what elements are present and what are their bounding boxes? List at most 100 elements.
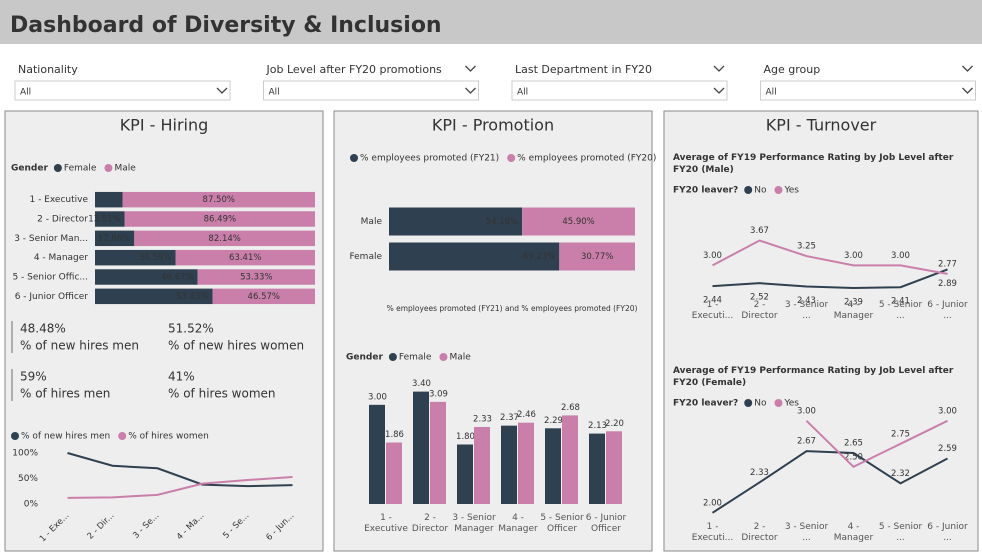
category-label: 3 - Senior ... [784, 300, 829, 321]
category-label: 1 - Executi... [691, 300, 734, 321]
filter-dropdown[interactable] [511, 80, 728, 101]
line [805, 419, 948, 469]
panel [663, 110, 979, 552]
category-label: 6 - Junior Officer [15, 292, 89, 302]
header-bar [0, 0, 982, 44]
filter-label: Last Department in FY20 [515, 63, 652, 76]
bar [386, 442, 402, 504]
bar [589, 433, 605, 504]
category-label: 1 - Executive [29, 195, 88, 205]
data-label: 2.65 [844, 439, 863, 449]
panel-title: KPI - Hiring [120, 116, 209, 135]
data-label: 45.90% [562, 217, 594, 227]
legend-title: FY20 leaver? [673, 399, 738, 409]
data-label: 53.43% [176, 292, 208, 302]
data-label: 2.33 [750, 468, 769, 478]
category-label: 6 - Junior ... [927, 300, 968, 321]
category-label: 5 - Senior Offic... [12, 273, 88, 283]
bar [457, 444, 473, 504]
line [712, 268, 948, 289]
dropdown-chevron [713, 65, 725, 72]
data-label: 3.00 [797, 406, 816, 416]
data-label: 3.25 [797, 242, 816, 252]
legend-marker [350, 154, 358, 162]
dropdown-chevron [962, 87, 973, 94]
dropdown-chevron [465, 65, 476, 72]
bar-segment [389, 207, 523, 236]
bar [413, 391, 429, 504]
category-label: 4 - Manager [34, 253, 88, 263]
bar-segment [212, 288, 315, 305]
line [712, 239, 948, 275]
header-title: Dashboard of Diversity & Inclusion [10, 13, 442, 38]
data-label: 3.09 [429, 389, 448, 399]
data-label: 2.39 [844, 297, 863, 307]
category-label: 5 - Senior ... [878, 300, 923, 321]
data-label: 3.00 [703, 251, 722, 261]
data-label: 17.86% [98, 234, 130, 244]
bar [474, 426, 490, 504]
bar-segment [122, 191, 315, 208]
filter-label: Nationality [18, 63, 78, 76]
category-label: Female [349, 252, 382, 262]
filter-label: Job Level after FY20 promotions [266, 63, 443, 76]
data-label: 46.57% [248, 292, 280, 302]
data-label: 53.33% [240, 273, 272, 283]
category-label: 2 - Director [741, 522, 778, 543]
chart-title: Average of FY19 Performance Rating by Jo… [673, 366, 954, 388]
data-label: 13.51% [88, 215, 120, 225]
legend-label: % employees promoted (FY21) [360, 154, 499, 164]
data-label: 36.59% [139, 253, 171, 263]
filter-value: All [517, 88, 528, 98]
dropdown-chevron [465, 87, 476, 94]
category-label: 5 - Senior ... [878, 522, 923, 543]
y-tick-label: 0% [24, 500, 39, 510]
legend-label: Male [114, 164, 136, 174]
data-label: 2.67 [797, 437, 816, 447]
bar-segment [197, 269, 315, 285]
data-label: 30.77% [581, 252, 613, 262]
bar-segment [134, 230, 315, 247]
data-label: 2.89 [938, 279, 957, 289]
legend-label: % employees promoted (FY20) [517, 154, 656, 164]
filter-value: All [269, 88, 280, 98]
legend-marker [11, 432, 19, 440]
filter-dropdown[interactable] [14, 80, 231, 101]
legend-marker [388, 353, 397, 361]
bar-segment [95, 249, 176, 266]
category-label: 3 - Senior Manager [452, 513, 496, 534]
data-label: 3.67 [750, 226, 769, 236]
data-label: 1.86 [385, 430, 404, 440]
data-label: 2.50 [844, 452, 863, 462]
filter-dropdown[interactable] [263, 80, 479, 101]
data-label: 87.50% [203, 195, 235, 205]
category-label: 4 - Manager [498, 513, 538, 534]
category-label: 4 - Manager [833, 522, 874, 543]
bar [562, 415, 578, 504]
data-label: 2.59 [938, 444, 957, 454]
filter-value: All [766, 88, 777, 98]
data-label: 2.41 [891, 297, 910, 307]
legend-label: Female [64, 164, 97, 174]
data-label: 54.10% [486, 217, 518, 227]
legend-marker [104, 164, 113, 172]
filter-dropdown[interactable] [760, 80, 976, 101]
data-label: 2.00 [703, 498, 722, 508]
y-tick-label: 100% [12, 449, 38, 459]
bar-segment [95, 211, 125, 227]
bar-segment [95, 269, 198, 285]
data-label: 3.00 [844, 251, 863, 261]
bar [369, 404, 385, 504]
chart-title: Average of FY19 Performance Rating by Jo… [673, 153, 954, 175]
dropdown-chevron [713, 87, 725, 94]
legend-title: FY20 leaver? [673, 186, 738, 196]
legend-label: No [754, 399, 767, 409]
data-label: 3.00 [891, 251, 910, 261]
legend-marker [53, 164, 62, 172]
bar-segment [124, 211, 315, 227]
bar-segment [559, 242, 635, 271]
bar-segment [95, 191, 123, 208]
panel-title: KPI - Promotion [432, 116, 554, 135]
